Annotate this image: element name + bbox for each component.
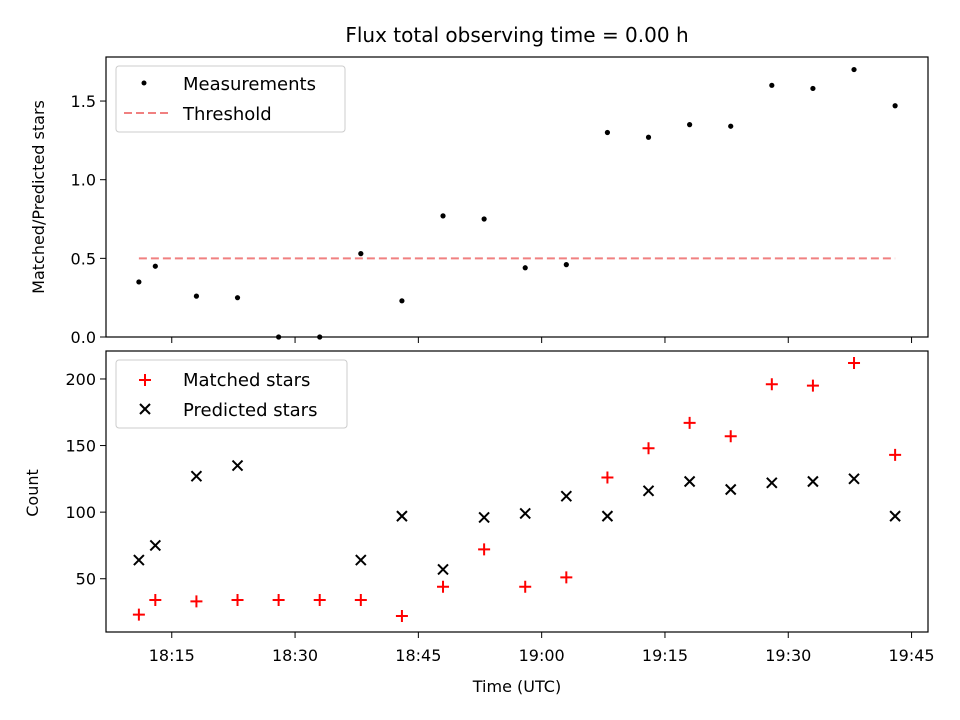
top-legend: Measurements Threshold [115, 65, 346, 133]
matched-stars-point [478, 543, 491, 556]
measurement-point [440, 213, 446, 219]
y-tick-label: 1.0 [71, 171, 96, 190]
matched-stars-point [806, 379, 819, 392]
measurement-point [358, 251, 364, 257]
measurement-point [892, 103, 898, 109]
matched-stars-point [601, 471, 614, 484]
legend-threshold-label: Threshold [182, 104, 272, 125]
top-legend-box [115, 65, 346, 133]
measurement-point [687, 122, 693, 128]
legend-matched-marker [139, 374, 151, 386]
predicted-stars-point [437, 563, 449, 576]
measurement-point [193, 293, 200, 299]
predicted-stars-point [478, 511, 490, 524]
measurement-point [317, 334, 323, 340]
top-series [136, 66, 898, 340]
top-y-ticks: 0.0 0.5 1.0 1.5 [71, 92, 106, 347]
matched-stars-point [724, 430, 737, 443]
predicted-stars-point [133, 554, 145, 566]
measurement-point [645, 134, 652, 140]
x-tick-label: 18:15 [149, 646, 195, 665]
y-tick-label: 200 [65, 370, 96, 389]
measurement-point [851, 66, 857, 73]
x-tick-label: 18:30 [272, 646, 318, 665]
predicted-stars-point [560, 490, 573, 502]
legend-predicted-label: Predicted stars [183, 400, 317, 421]
y-tick-label: 150 [65, 437, 96, 456]
measurement-point [810, 85, 816, 92]
predicted-stars-point [642, 485, 655, 497]
legend-matched-label: Matched stars [183, 370, 310, 391]
predicted-stars-point [807, 475, 819, 488]
matched-stars-point [272, 594, 285, 607]
matched-stars-point [313, 594, 326, 607]
measurement-point [563, 262, 569, 268]
legend-measurements-label: Measurements [183, 74, 316, 95]
measurement-point [399, 298, 405, 304]
predicted-stars-point [190, 470, 203, 482]
predicted-stars-point [519, 507, 531, 520]
bottom-y-ticks: 50 100 150 200 [65, 370, 106, 589]
measurement-point [728, 123, 734, 129]
x-axis-label: Time (UTC) [472, 677, 561, 696]
y-tick-label: 100 [65, 503, 96, 522]
y-tick-label: 50 [76, 570, 96, 589]
measurement-point [522, 265, 528, 271]
bottom-panel: 50 100 150 200 18:15 18:30 18:45 19:00 19:15 19:… [23, 350, 935, 696]
measurement-point [152, 263, 158, 269]
y-tick-label: 0.0 [71, 328, 96, 347]
bottom-legend-box [115, 359, 348, 429]
x-tick-label: 19:00 [519, 646, 565, 665]
x-tick-label: 18:45 [395, 646, 441, 665]
matched-stars-point [560, 571, 573, 584]
predicted-stars-point [231, 459, 244, 472]
predicted-stars-point [889, 510, 901, 522]
measurement-point [234, 295, 241, 301]
bottom-axes-frame [105, 350, 929, 633]
legend-predicted-marker [139, 403, 151, 415]
predicted-stars-point [396, 510, 408, 522]
bottom-x-ticks: 18:15 18:30 18:45 19:00 19:15 19:30 19:45 [149, 632, 935, 665]
matched-stars-point [848, 356, 861, 369]
x-tick-label: 19:45 [889, 646, 935, 665]
matched-stars-point [395, 610, 408, 623]
top-x-ticks [171, 337, 913, 343]
matched-stars-point [190, 595, 203, 608]
top-axes-frame [105, 56, 929, 338]
legend-measurements-marker [141, 80, 147, 86]
matched-stars-point [642, 442, 655, 455]
measurement-point [604, 129, 611, 136]
bottom-y-axis-label: Count [23, 469, 42, 517]
predicted-stars-point [766, 477, 778, 489]
matched-stars-point [765, 378, 778, 391]
predicted-stars-point [601, 510, 614, 522]
bottom-legend: Matched stars Predicted stars [115, 359, 348, 429]
bottom-series [132, 356, 902, 623]
matched-stars-point [889, 448, 902, 461]
matched-stars-point [437, 580, 450, 593]
predicted-stars-point [683, 475, 696, 488]
matched-stars-point [132, 608, 145, 621]
matched-stars-point [149, 594, 162, 607]
predicted-stars-point [725, 483, 737, 496]
x-tick-label: 19:30 [765, 646, 811, 665]
matched-stars-point [683, 416, 696, 429]
measurement-point [769, 82, 775, 88]
predicted-stars-point [355, 554, 367, 566]
predicted-stars-point [848, 473, 860, 485]
y-tick-label: 0.5 [71, 249, 96, 268]
top-panel: Flux total observing time = 0.00 h 0.00.… [29, 23, 929, 347]
top-y-axis-label: Matched/Predicted stars [29, 100, 48, 294]
top-title: Flux total observing time = 0.00 h [345, 23, 688, 47]
measurement-point [136, 279, 142, 285]
y-tick-label: 1.5 [71, 92, 96, 111]
measurement-point [481, 216, 487, 222]
matched-stars-point [519, 580, 532, 593]
predicted-stars-point [149, 539, 162, 552]
measurement-point [276, 334, 282, 340]
matched-stars-point [231, 594, 244, 607]
x-tick-label: 19:15 [642, 646, 688, 665]
matched-stars-point [354, 594, 367, 607]
